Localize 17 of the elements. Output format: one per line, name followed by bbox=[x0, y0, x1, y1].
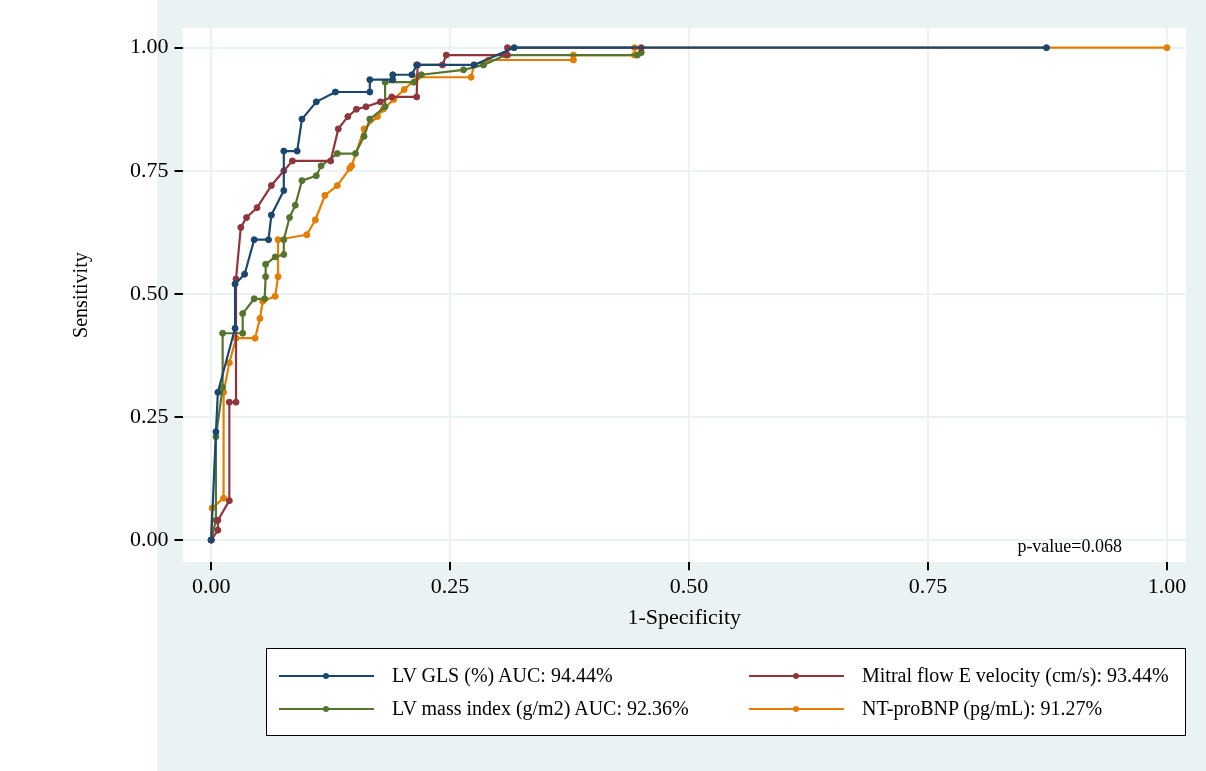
y-axis-title: Sensitivity bbox=[69, 252, 93, 338]
annotation: p-value=0.068 bbox=[1017, 536, 1122, 557]
x-axis-title: 1-Specificity bbox=[627, 603, 742, 629]
y-tick-label: 0.75 bbox=[130, 156, 169, 182]
y-tick-label: 0.00 bbox=[130, 525, 169, 551]
x-tick-label: 0.00 bbox=[191, 573, 231, 599]
y-tick-label: 0.25 bbox=[130, 402, 169, 428]
legend-label: Mitral flow E velocity (cm/s): 93.44% bbox=[862, 664, 1169, 687]
x-tick-label: 1.00 bbox=[1147, 573, 1187, 599]
x-tick-label: 0.75 bbox=[908, 573, 948, 599]
y-tick-label: 1.00 bbox=[130, 33, 169, 59]
legend-label: NT-proBNP (pg/mL): 91.27% bbox=[862, 697, 1103, 720]
x-tick-label: 0.25 bbox=[430, 573, 470, 599]
y-tick-label: 0.50 bbox=[130, 279, 169, 305]
x-tick-label: 0.50 bbox=[669, 573, 709, 599]
legend-label: LV GLS (%) AUC: 94.44% bbox=[392, 664, 613, 687]
legend-label: LV mass index (g/m2) AUC: 92.36% bbox=[392, 697, 689, 720]
